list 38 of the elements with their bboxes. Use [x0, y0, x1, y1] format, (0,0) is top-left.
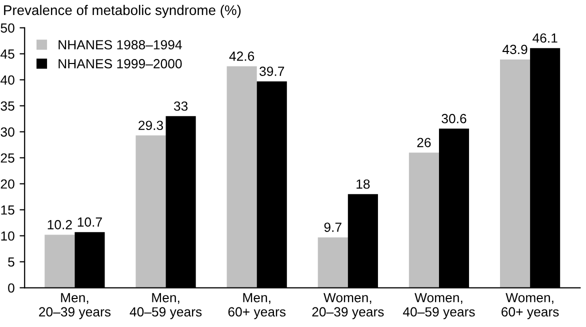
y-tick-label: 25 — [0, 153, 14, 163]
data-label: 10.7 — [78, 217, 102, 227]
x-tick-label: Women, 40–59 years — [402, 293, 475, 320]
y-tick-label: 5 — [8, 257, 14, 267]
x-tick-label: Women, 60+ years — [502, 293, 559, 320]
y-tick-label: 20 — [0, 179, 14, 189]
x-tick-label: Men, 20–39 years — [39, 293, 111, 320]
bar — [136, 135, 166, 288]
bar — [408, 152, 439, 288]
x-tick-label: Women, 20–39 years — [312, 293, 384, 320]
y-tick-label: 45 — [0, 49, 14, 59]
y-tick-label: 40 — [0, 75, 14, 85]
y-tick-label: 50 — [0, 23, 14, 33]
data-label: 18 — [356, 179, 370, 189]
bar — [318, 237, 348, 288]
y-tick-label: 35 — [0, 101, 14, 111]
data-label: 9.7 — [324, 222, 342, 232]
legend-label: NHANES 1988–1994 — [58, 40, 182, 50]
data-label: 39.7 — [260, 66, 284, 76]
y-tick-label: 15 — [1, 205, 14, 215]
data-label: 26 — [417, 138, 431, 148]
bar — [44, 234, 75, 288]
data-label: 46.1 — [532, 33, 558, 43]
data-label: 33 — [174, 101, 188, 111]
y-tick-label: 30 — [0, 127, 14, 137]
bar — [500, 60, 530, 288]
data-label: 30.6 — [442, 114, 466, 124]
legend-label: NHANES 1999–2000 — [58, 59, 182, 68]
y-tick-label: 0 — [8, 283, 14, 293]
data-label: 43.9 — [502, 44, 528, 54]
bar — [226, 66, 257, 288]
y-axis-title: Prevalence of metabolic syndrome (%) — [4, 4, 241, 18]
data-label: 42.6 — [229, 52, 254, 61]
data-label: 29.3 — [138, 120, 164, 130]
data-label: 10.2 — [48, 220, 72, 230]
x-tick-label: Men, 60+ years — [228, 293, 286, 320]
y-tick-label: 10 — [1, 231, 14, 241]
x-tick-label: Men, 40–59 years — [130, 293, 202, 320]
